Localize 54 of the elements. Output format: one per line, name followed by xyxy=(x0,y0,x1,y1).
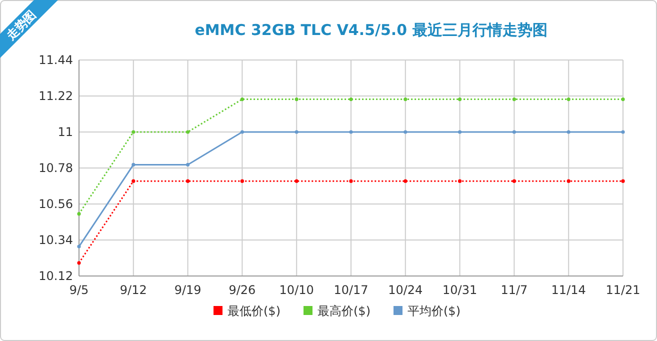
legend-label: 最高价($) xyxy=(318,304,370,318)
point xyxy=(186,162,190,167)
y-tick-label: 10.12 xyxy=(38,269,73,283)
point xyxy=(404,97,408,102)
point xyxy=(186,179,190,183)
point xyxy=(349,130,353,134)
legend-label: 最低价($) xyxy=(228,304,280,318)
point xyxy=(132,130,136,134)
point xyxy=(512,97,516,102)
legend-label: 平均价($) xyxy=(408,304,460,318)
x-tick-label: 9/26 xyxy=(228,283,256,297)
point xyxy=(621,97,625,102)
point xyxy=(621,179,625,183)
point xyxy=(294,179,298,183)
point xyxy=(566,130,570,134)
point xyxy=(458,179,462,183)
y-tick-label: 11.22 xyxy=(38,89,73,103)
x-tick-label: 10/17 xyxy=(334,283,368,297)
point xyxy=(458,97,462,102)
chart-title: eMMC 32GB TLC V4.5/5.0 最近三月行情走势图 xyxy=(194,21,548,39)
point xyxy=(404,179,408,183)
point xyxy=(132,162,136,167)
point xyxy=(77,261,81,265)
x-tick-label: 10/31 xyxy=(442,283,478,297)
y-tick-label: 11 xyxy=(58,125,73,139)
point xyxy=(240,97,244,102)
point xyxy=(77,244,81,248)
x-tick-label: 9/12 xyxy=(120,283,147,297)
x-tick-label: 11/21 xyxy=(606,283,640,297)
point xyxy=(77,212,81,216)
point xyxy=(186,130,190,134)
point xyxy=(404,130,408,134)
x-tick-label: 9/19 xyxy=(174,283,202,297)
x-tick-label: 11/14 xyxy=(551,283,586,297)
point xyxy=(349,179,353,183)
point xyxy=(240,179,244,183)
point xyxy=(132,179,136,183)
y-tick-label: 10.34 xyxy=(38,233,73,247)
point xyxy=(566,179,570,183)
point xyxy=(240,130,244,134)
point xyxy=(294,130,298,134)
point xyxy=(349,97,353,102)
point xyxy=(512,130,516,134)
y-tick-label: 10.78 xyxy=(38,161,73,175)
x-tick-label: 10/10 xyxy=(279,283,314,297)
point xyxy=(294,97,298,102)
point xyxy=(621,130,625,134)
point xyxy=(458,130,462,134)
x-tick-label: 11/7 xyxy=(500,283,528,297)
x-tick-label: 9/5 xyxy=(69,283,89,297)
y-tick-label: 10.56 xyxy=(38,197,73,211)
x-tick-label: 10/24 xyxy=(388,283,423,297)
point xyxy=(566,97,570,102)
point xyxy=(512,179,516,183)
